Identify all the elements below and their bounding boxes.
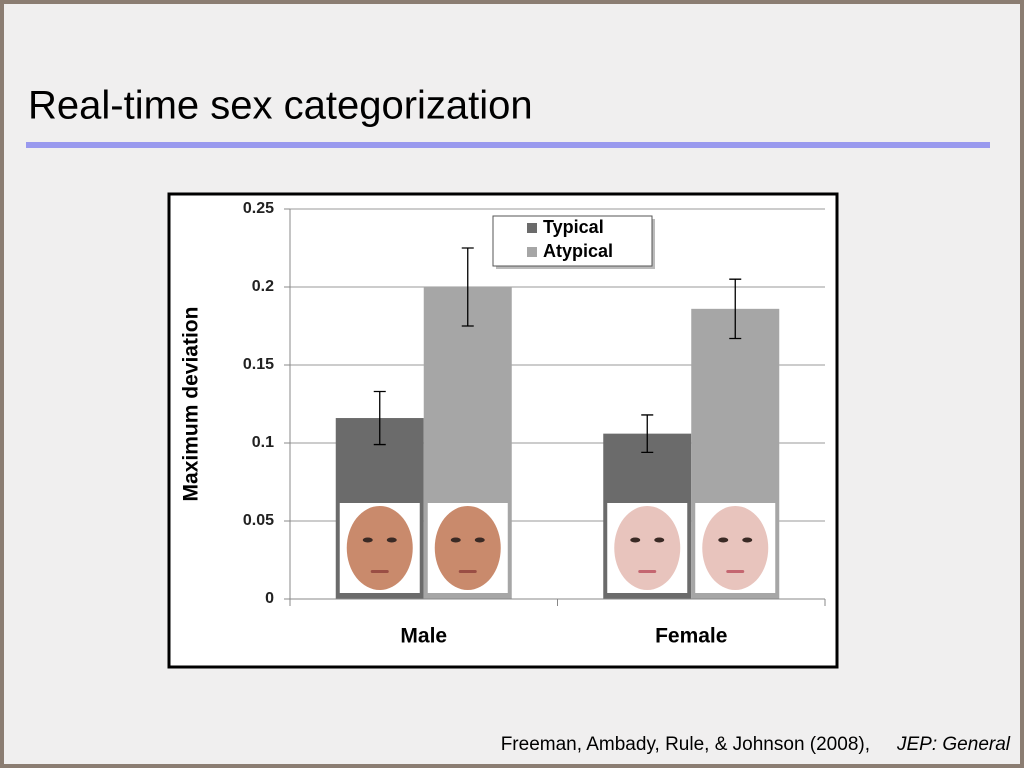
eye [362,537,373,543]
slide-title: Real-time sex categorization [28,84,533,128]
y-tick-label: 0.15 [243,356,274,373]
error-bar [461,247,474,327]
x-tick-label: Male [400,625,447,648]
eye [654,537,665,543]
error-bar [641,414,654,454]
legend-swatch [527,223,537,233]
title-rule [26,142,990,148]
error-bar [373,390,386,446]
eye [474,537,485,543]
citation: Freeman, Ambady, Rule, & Johnson (2008), [501,734,870,755]
y-tick-label: 0.2 [252,278,274,295]
mouth [370,570,389,573]
y-axis-label: Maximum deviation [180,307,203,502]
mouth [458,570,477,573]
eye [630,537,641,543]
y-tick-label: 0.25 [243,200,274,217]
eye [386,537,397,543]
legend-swatch [527,247,537,257]
legend-label: Typical [543,217,604,237]
plot: 0 0.05 0.1 0.15 0.2 0.25 Maximum deviation Male… [180,200,826,648]
x-tick-label: Female [655,625,727,648]
eye [450,537,461,543]
legend [492,215,653,267]
y-tick-label: 0 [265,590,274,607]
face [702,506,769,590]
mouth [726,570,745,573]
face [614,506,681,590]
face [346,506,413,590]
eye [718,537,729,543]
mouth [638,570,657,573]
eye [742,537,753,543]
legend-label: Atypical [543,241,613,261]
error-bar [729,278,742,340]
y-tick-label: 0.1 [252,434,274,451]
face [434,506,501,590]
journal: JEP: General [896,734,1011,755]
y-tick-label: 0.05 [243,512,274,529]
